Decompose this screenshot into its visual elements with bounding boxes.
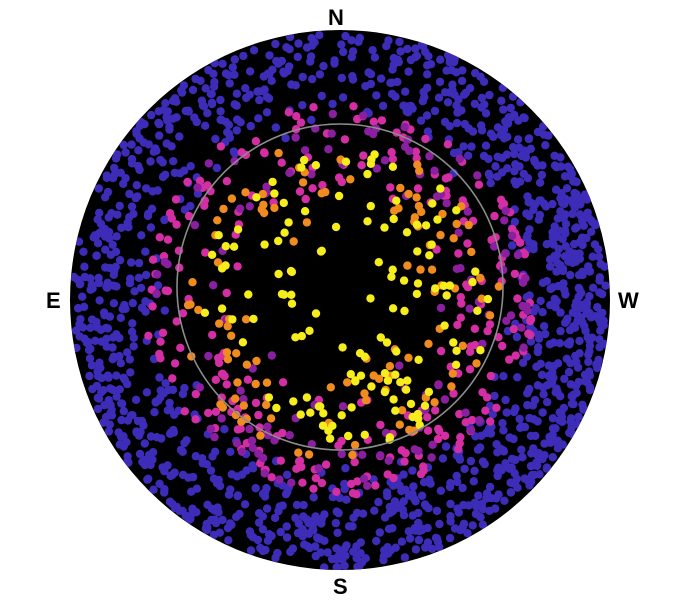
plot-svg xyxy=(0,0,680,600)
cardinal-s: S xyxy=(333,574,348,600)
cardinal-e: E xyxy=(46,288,61,314)
cardinal-n: N xyxy=(328,5,344,31)
cardinal-w: W xyxy=(618,288,639,314)
polar-scatter-plot: N S E W xyxy=(0,0,680,600)
